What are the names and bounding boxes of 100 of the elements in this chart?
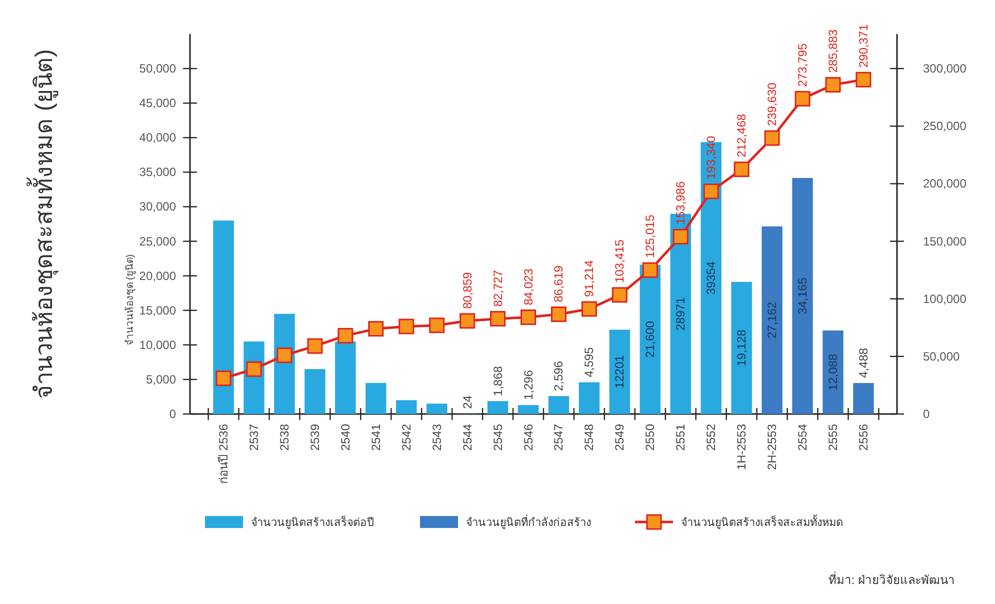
bar xyxy=(213,220,234,414)
y-tick-label: 5,000 xyxy=(146,372,176,386)
y-tick-label: 0 xyxy=(169,407,176,421)
data-label: 39354 xyxy=(704,261,718,295)
bar xyxy=(304,369,326,414)
point xyxy=(429,318,445,334)
data-label: 12201 xyxy=(612,354,627,389)
point xyxy=(764,130,780,146)
data-label: 82,727 xyxy=(490,270,505,307)
data-label: 193,340 xyxy=(704,136,718,180)
data-label: 28971 xyxy=(674,296,688,331)
point xyxy=(856,72,872,88)
data-label: 1,296 xyxy=(521,370,536,400)
bar xyxy=(396,400,417,414)
text: ที่มา: ฝ่ายวิจัยและพัฒนา xyxy=(828,571,955,587)
x-tick-label: 2545 xyxy=(490,424,505,451)
x-tick-label: 2550 xyxy=(643,424,658,451)
x-tick-label: 2556 xyxy=(856,424,870,451)
bar xyxy=(518,405,539,414)
x-tick-label: 2537 xyxy=(246,424,261,451)
x-tick-label: 2H-2553 xyxy=(765,424,780,470)
point xyxy=(216,370,232,386)
y-axis-title: จำนวนห้องชุดสะสมทั้งหมด (ยูนิต) xyxy=(26,49,59,399)
x-tick-label: 2539 xyxy=(308,424,322,451)
bar xyxy=(822,330,844,414)
bar xyxy=(853,382,874,414)
data-label: 2,596 xyxy=(552,360,566,392)
data-label: 239,630 xyxy=(765,82,780,126)
point xyxy=(276,348,292,364)
y2-tick-label: 100,000 xyxy=(923,292,967,306)
text: จำนวนห้องชุด (ยูนิต) xyxy=(124,254,136,346)
data-label: 153,986 xyxy=(674,180,688,225)
y-tick-label: 40,000 xyxy=(139,130,176,145)
data-label: 34,165 xyxy=(796,277,810,314)
point xyxy=(307,338,323,354)
y2-tick-label: 300,000 xyxy=(923,62,967,76)
y-tick-label: 50,000 xyxy=(139,62,176,76)
x-tick-label: 2547 xyxy=(552,424,566,451)
x-tick-label: 2549 xyxy=(612,424,627,451)
x-tick-label: 2542 xyxy=(399,424,414,451)
point xyxy=(460,313,476,329)
x-tick-label: 2552 xyxy=(704,424,718,451)
data-label: 273,795 xyxy=(796,43,810,87)
x-tick-label: 2544 xyxy=(460,424,474,451)
x-tick-label: 2551 xyxy=(674,424,688,451)
bar xyxy=(487,401,508,414)
point xyxy=(338,328,354,344)
x-tick-label: 2554 xyxy=(796,424,810,451)
point xyxy=(398,318,414,334)
data-label: 290,371 xyxy=(856,24,870,68)
data-label: 84,023 xyxy=(521,268,536,306)
x-tick-label: 2543 xyxy=(430,424,444,451)
point xyxy=(550,306,566,322)
legend-label: จำนวนยูนิตสร้างเสร็จสะสมทั้งหมด xyxy=(681,514,843,529)
point xyxy=(368,321,384,337)
point xyxy=(672,228,688,244)
point xyxy=(581,301,597,317)
y-tick-label: 10,000 xyxy=(139,338,176,352)
point xyxy=(734,162,750,178)
y-tick-label: 25,000 xyxy=(139,234,176,248)
data-label: 19,128 xyxy=(734,329,749,366)
data-label: 24 xyxy=(460,395,474,409)
x-tick-label: 2540 xyxy=(338,424,352,451)
bar xyxy=(578,382,600,414)
data-label: 21,600 xyxy=(643,320,658,358)
bar xyxy=(426,404,448,414)
data-label: 91,214 xyxy=(582,260,596,297)
point xyxy=(794,90,810,106)
y2-tick-label: 250,000 xyxy=(923,119,967,134)
point xyxy=(520,309,536,325)
bar xyxy=(762,226,782,414)
x-tick-label: 2546 xyxy=(521,424,536,451)
point xyxy=(642,262,658,278)
data-label: 80,859 xyxy=(460,272,474,309)
bar xyxy=(366,382,386,414)
point xyxy=(246,361,262,377)
data-label: 103,415 xyxy=(612,239,627,283)
y2-tick-label: 50,000 xyxy=(923,349,960,364)
data-label: 212,468 xyxy=(734,114,749,158)
data-label: 27,162 xyxy=(765,301,780,339)
y-tick-label: 30,000 xyxy=(139,200,176,214)
x-tick-label: 2541 xyxy=(368,424,383,451)
y2-tick-label: 0 xyxy=(923,407,930,421)
x-tick-label: ก่อนปี 2536 xyxy=(216,424,231,484)
data-label: 12,088 xyxy=(826,354,840,391)
bar xyxy=(731,282,752,414)
y-tick-label: 45,000 xyxy=(139,96,176,110)
bar xyxy=(548,396,570,414)
legend-label: จำนวนยูนิตสร้างเสร็จต่อปี xyxy=(251,515,374,529)
y-tick-label: 20,000 xyxy=(139,268,176,283)
data-label: 4,488 xyxy=(856,348,870,378)
x-tick-label: 1H-2553 xyxy=(734,424,749,470)
x-tick-label: 2538 xyxy=(277,424,292,451)
x-tick-label: 2548 xyxy=(582,424,596,451)
point xyxy=(703,184,719,200)
y2-tick-label: 150,000 xyxy=(923,234,967,248)
bar xyxy=(609,330,630,414)
point xyxy=(490,310,506,326)
y2-tick-label: 200,000 xyxy=(923,176,967,191)
data-label: 125,015 xyxy=(643,214,658,258)
